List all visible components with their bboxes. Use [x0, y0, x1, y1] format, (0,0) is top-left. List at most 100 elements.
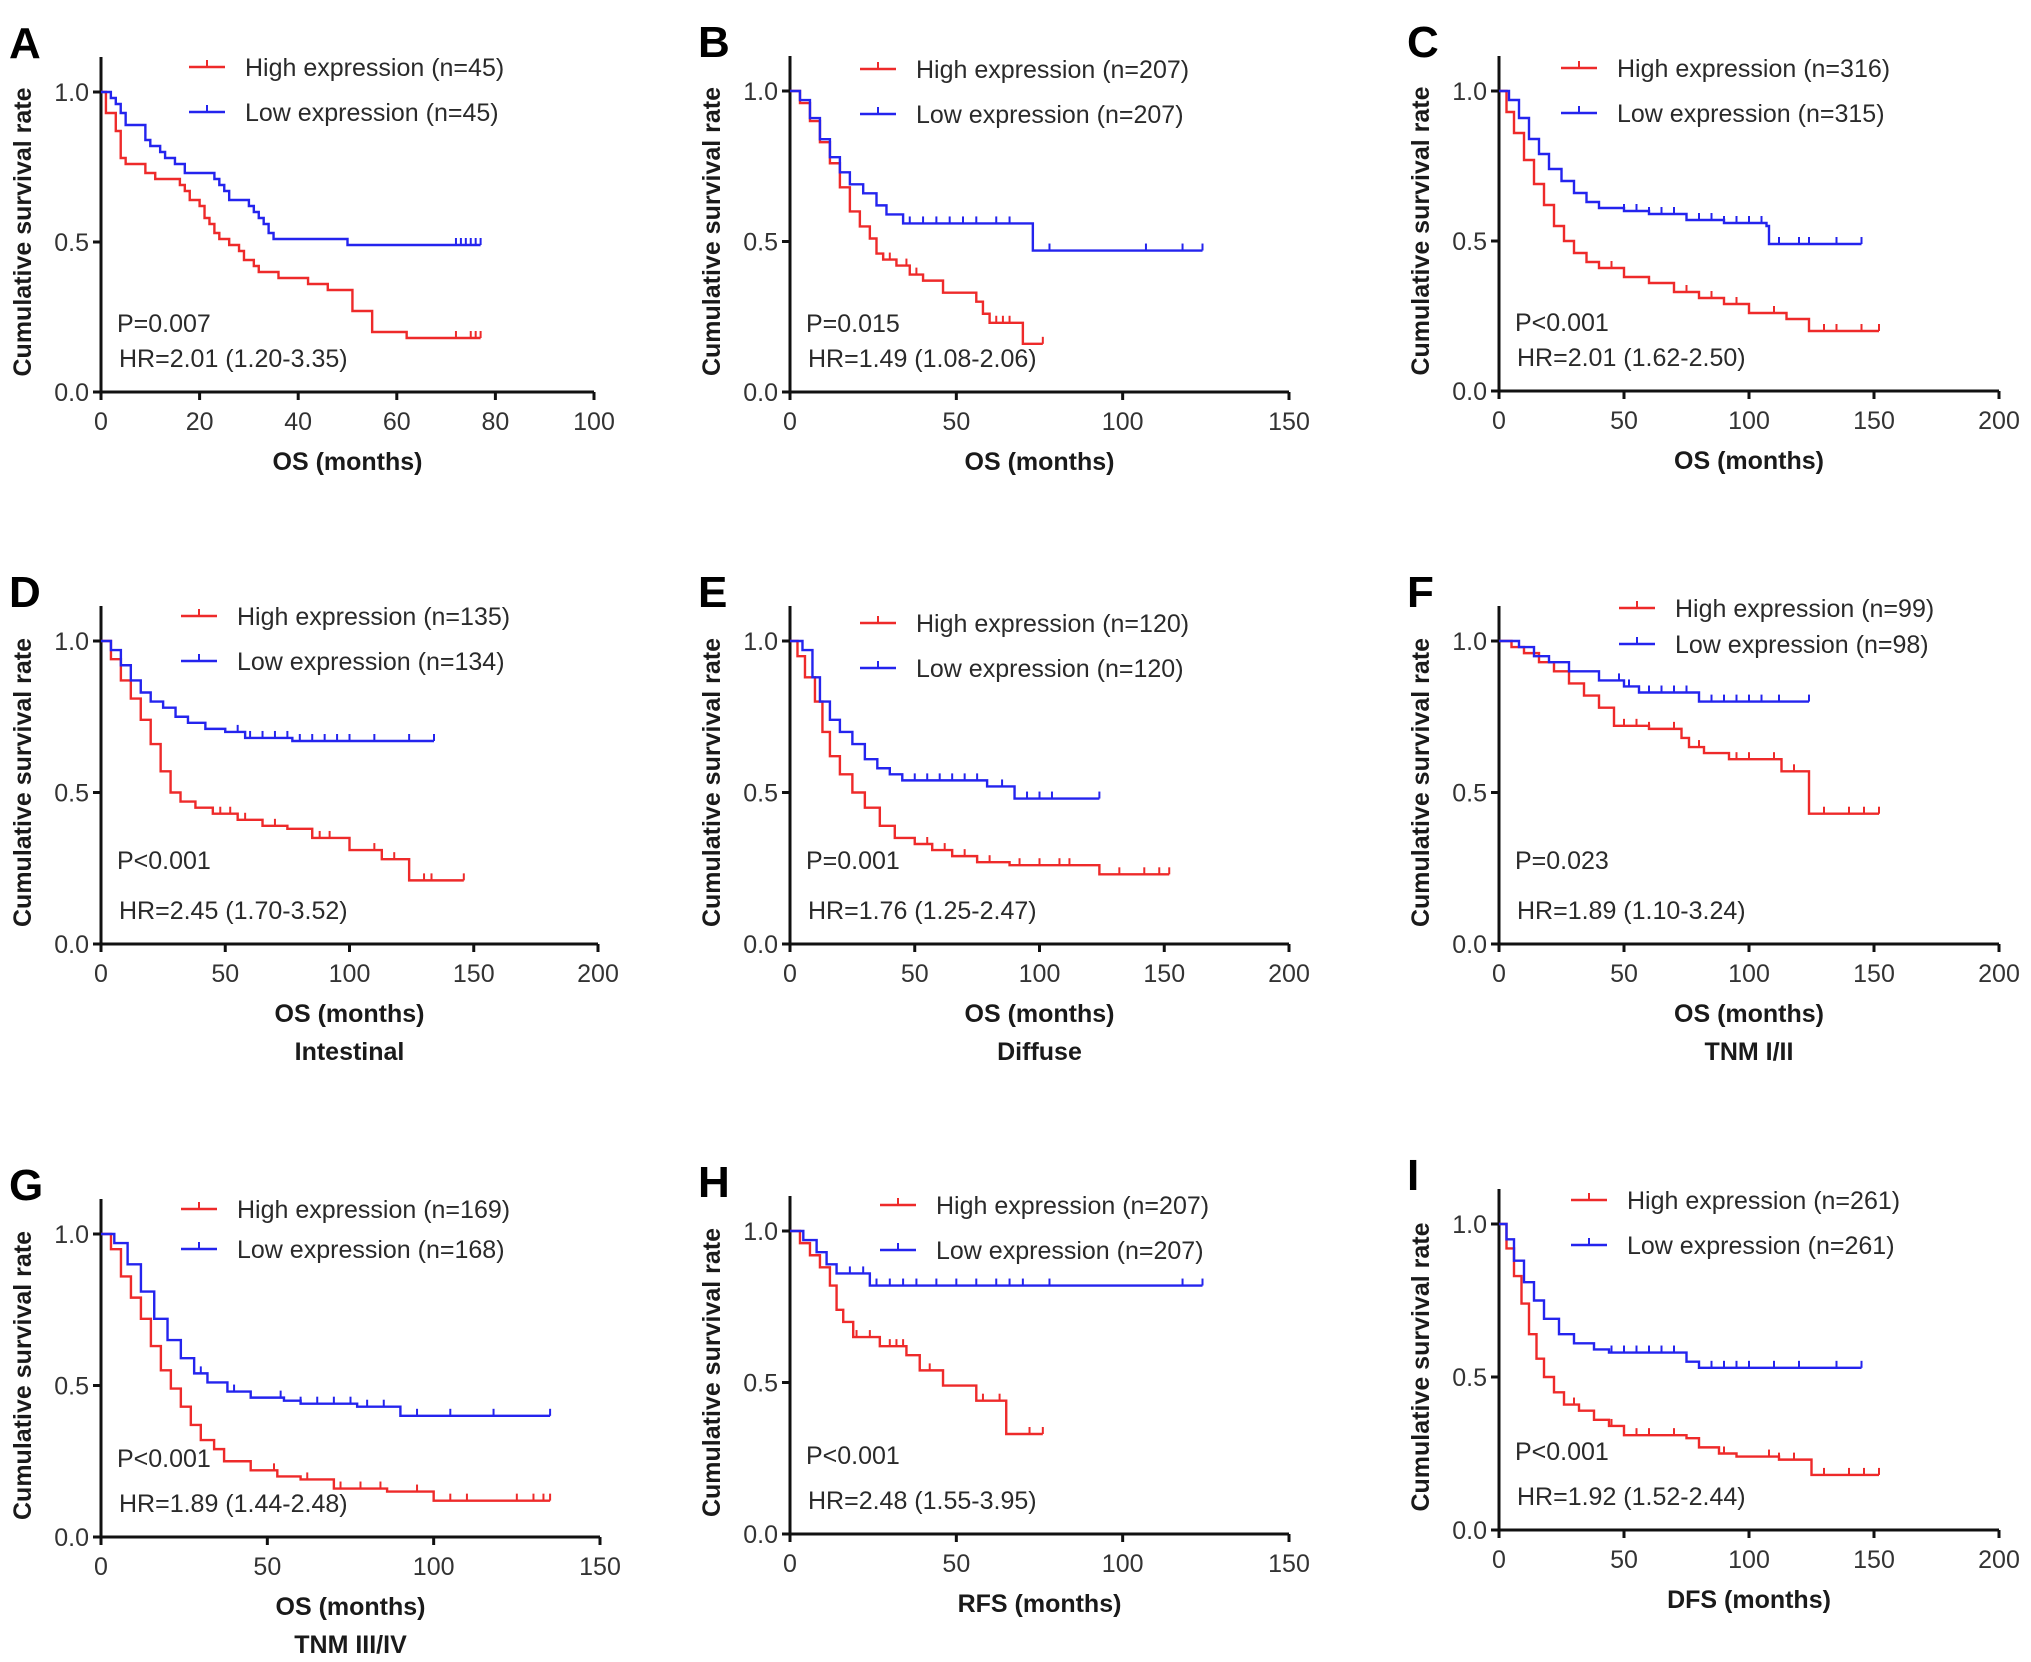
- legend-item-low: Low expression (n=134): [181, 648, 505, 676]
- panel-c: C 0.0 0.5 1.0 0 50 100 150 200 OS (months) Cumulat…: [1407, 18, 2020, 475]
- y-tick-label: 0.0: [54, 1524, 89, 1552]
- x-tick-label: 150: [579, 1553, 621, 1581]
- y-tick-label: 0.0: [54, 379, 89, 407]
- p-value: P<0.001: [117, 1445, 211, 1473]
- legend-label: High expression (n=99): [1675, 595, 1934, 623]
- legend-label: Low expression (n=45): [245, 99, 499, 127]
- x-tick-label: 0: [94, 1553, 108, 1581]
- hazard-ratio: HR=2.48 (1.55-3.95): [808, 1487, 1037, 1515]
- y-tick-label: 0.5: [54, 780, 89, 808]
- legend-label: Low expression (n=120): [916, 655, 1184, 683]
- legend-item-high: High expression (n=207): [880, 1192, 1209, 1220]
- x-tick-label: 0: [783, 960, 797, 988]
- y-axis-title: Cumulative survival rate: [9, 1231, 37, 1520]
- y-tick-label: 1.0: [54, 79, 89, 107]
- y-tick-label: 0.5: [743, 1370, 778, 1398]
- y-axis-title: Cumulative survival rate: [698, 87, 726, 376]
- y-tick-label: 1.0: [54, 1221, 89, 1249]
- x-axis-title: OS (months): [965, 448, 1115, 476]
- y-axis-title: Cumulative survival rate: [9, 638, 37, 927]
- x-tick-label: 50: [942, 1550, 970, 1578]
- legend-label: High expression (n=207): [936, 1192, 1209, 1220]
- x-tick-label: 100: [1728, 1546, 1770, 1574]
- km-curve-high: [1499, 639, 1879, 815]
- legend-label: High expression (n=261): [1627, 1187, 1900, 1215]
- y-tick-label: 0.5: [1452, 780, 1487, 808]
- km-curve-high: [101, 1232, 551, 1502]
- legend-label: Low expression (n=134): [237, 648, 505, 676]
- x-axis-title: RFS (months): [958, 1590, 1122, 1618]
- km-curve-low: [101, 90, 481, 247]
- x-tick-label: 0: [1492, 1546, 1506, 1574]
- p-value: P=0.023: [1515, 847, 1609, 875]
- legend-item-high: High expression (n=316): [1561, 55, 1890, 83]
- y-tick-label: 0.0: [1452, 378, 1487, 406]
- subgroup-label: TNM III/IV: [294, 1631, 407, 1659]
- x-tick-label: 150: [1853, 960, 1895, 988]
- x-tick-label: 60: [383, 408, 411, 436]
- legend-item-low: Low expression (n=315): [1561, 100, 1885, 128]
- hazard-ratio: HR=2.45 (1.70-3.52): [119, 897, 348, 925]
- x-axis-title: OS (months): [276, 1593, 426, 1621]
- km-curve-low: [1499, 1222, 1862, 1370]
- x-tick-label: 150: [1853, 1546, 1895, 1574]
- km-curve-high: [1499, 1222, 1879, 1477]
- legend-label: High expression (n=135): [237, 603, 510, 631]
- x-tick-label: 150: [453, 960, 495, 988]
- panel-h: H 0.0 0.5 1.0 0 50 100 150 RFS (months) Cumulativ…: [698, 1158, 1310, 1618]
- x-tick-label: 150: [1268, 1550, 1310, 1578]
- x-tick-label: 80: [481, 408, 509, 436]
- x-tick-label: 150: [1268, 408, 1310, 436]
- y-tick-label: 1.0: [54, 628, 89, 656]
- x-tick-label: 50: [1610, 960, 1638, 988]
- legend-label: Low expression (n=207): [936, 1237, 1204, 1265]
- x-tick-label: 0: [1492, 960, 1506, 988]
- panel-d: D 0.0 0.5 1.0 0 50 100 150 200 OS (months) Intesti…: [9, 568, 619, 1066]
- x-tick-label: 150: [1853, 407, 1895, 435]
- x-tick-label: 100: [1728, 960, 1770, 988]
- legend-item-low: Low expression (n=207): [860, 101, 1184, 129]
- y-axis-title: Cumulative survival rate: [1407, 86, 1435, 375]
- legend-item-high: High expression (n=135): [181, 603, 510, 631]
- y-tick-label: 1.0: [743, 628, 778, 656]
- x-tick-label: 200: [1978, 407, 2020, 435]
- x-tick-label: 100: [1019, 960, 1061, 988]
- legend-item-low: Low expression (n=120): [860, 655, 1184, 683]
- x-tick-label: 150: [1143, 960, 1185, 988]
- x-axis-title: OS (months): [1674, 1000, 1824, 1028]
- km-curve-high: [790, 89, 1043, 346]
- km-curve-high: [790, 639, 1170, 876]
- hazard-ratio: HR=2.01 (1.62-2.50): [1517, 344, 1746, 372]
- p-value: P=0.015: [806, 310, 900, 338]
- y-axis-title: Cumulative survival rate: [1407, 638, 1435, 927]
- panel-letter: H: [698, 1158, 730, 1207]
- legend-label: Low expression (n=261): [1627, 1232, 1895, 1260]
- legend-item-high: High expression (n=261): [1571, 1187, 1900, 1215]
- y-tick-label: 1.0: [743, 1218, 778, 1246]
- p-value: P=0.007: [117, 310, 211, 338]
- panel-letter: I: [1407, 1151, 1419, 1200]
- panel-letter: B: [698, 18, 730, 67]
- km-curve-low: [790, 639, 1100, 800]
- x-axis-title: DFS (months): [1667, 1586, 1831, 1614]
- y-tick-label: 0.5: [1452, 1364, 1487, 1392]
- x-tick-label: 200: [1978, 1546, 2020, 1574]
- km-curve-high: [1499, 89, 1879, 333]
- y-tick-label: 1.0: [1452, 628, 1487, 656]
- x-tick-label: 50: [211, 960, 239, 988]
- km-curve-high: [101, 90, 481, 340]
- legend-label: High expression (n=316): [1617, 55, 1890, 83]
- y-tick-label: 0.0: [743, 931, 778, 959]
- y-tick-label: 0.0: [1452, 1517, 1487, 1545]
- x-tick-label: 100: [1102, 1550, 1144, 1578]
- hazard-ratio: HR=1.89 (1.44-2.48): [119, 1490, 348, 1518]
- x-tick-label: 0: [783, 1550, 797, 1578]
- x-tick-label: 40: [284, 408, 312, 436]
- panel-f: F 0.0 0.5 1.0 0 50 100 150 200 OS (months) TNM I/I…: [1407, 568, 2020, 1066]
- x-tick-label: 200: [1978, 960, 2020, 988]
- x-tick-label: 50: [1610, 407, 1638, 435]
- p-value: P<0.001: [117, 847, 211, 875]
- hazard-ratio: HR=1.92 (1.52-2.44): [1517, 1483, 1746, 1511]
- x-tick-label: 0: [783, 408, 797, 436]
